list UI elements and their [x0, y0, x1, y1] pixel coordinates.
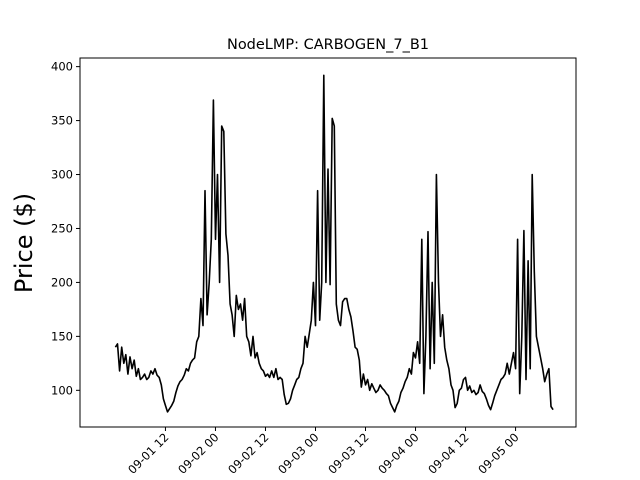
series-layer: [114, 74, 554, 413]
y-tick-label: 200: [51, 275, 73, 289]
y-tick-label: 300: [51, 168, 73, 182]
plot-frame: [79, 57, 577, 428]
y-axis: 100 150 200 250 300 350 400: [51, 60, 80, 397]
series-line-0: [114, 74, 554, 413]
y-tick-label: 350: [51, 114, 73, 128]
y-tick-label: 250: [51, 221, 73, 235]
chart-title: NodeLMP: CARBOGEN_7_B1: [227, 37, 429, 53]
y-tick-label: 400: [51, 60, 73, 74]
plot-area: [80, 58, 576, 427]
y-axis-label: Price ($): [10, 193, 38, 293]
y-tick-label: 150: [51, 329, 73, 343]
y-tick-label: 100: [51, 383, 73, 397]
